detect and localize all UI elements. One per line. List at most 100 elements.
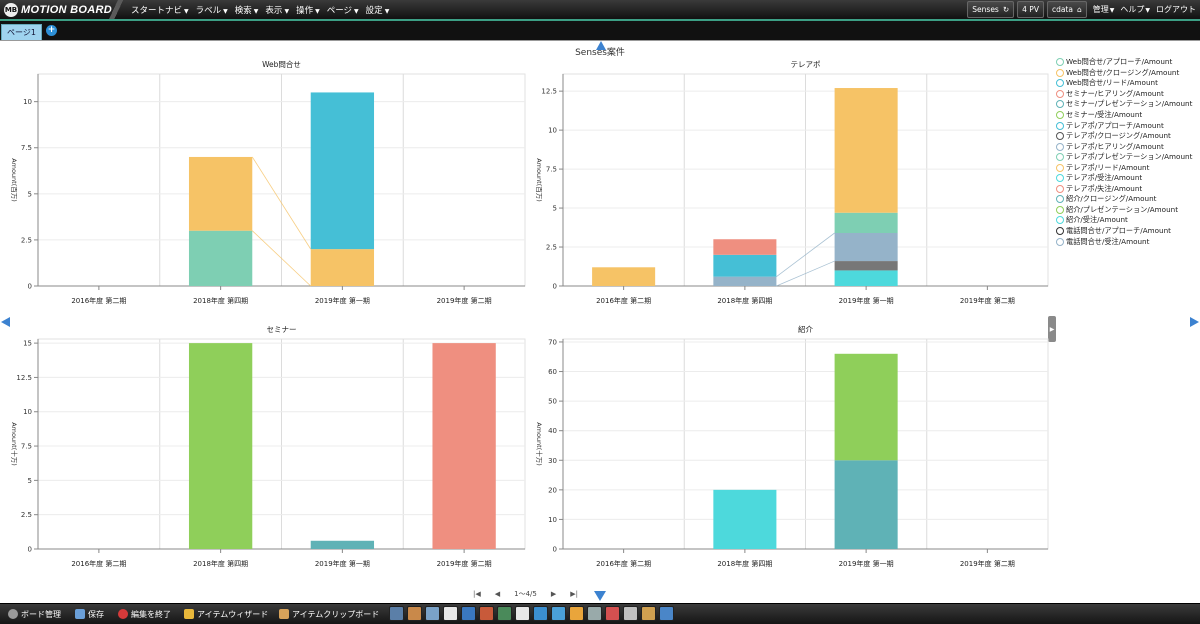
- user-home-button[interactable]: cdata ⌂: [1046, 1, 1087, 18]
- legend-item[interactable]: テレアポ/アプローチ/Amount: [1056, 120, 1192, 131]
- layout-icon[interactable]: [389, 606, 404, 621]
- table-icon[interactable]: [425, 606, 440, 621]
- legend-item[interactable]: セミナー/受注/Amount: [1056, 110, 1192, 121]
- series-connector: [252, 230, 311, 287]
- legend-label: テレアポ/アプローチ/Amount: [1066, 120, 1164, 130]
- info-icon[interactable]: [659, 606, 674, 621]
- legend-item[interactable]: テレアポ/プレゼンテーション/Amount: [1056, 152, 1192, 163]
- bar-icon[interactable]: [587, 606, 602, 621]
- menu-view[interactable]: 表示 ▼: [265, 5, 290, 16]
- menu-start-navi[interactable]: スタートナビ ▼: [131, 5, 189, 16]
- next-page-button[interactable]: ▶: [550, 590, 557, 598]
- legend-collapse-handle[interactable]: ▶: [1048, 316, 1056, 342]
- legend-label: テレアポ/プレゼンテーション/Amount: [1066, 152, 1193, 162]
- legend-label: Web問合せ/クロージング/Amount: [1066, 67, 1180, 77]
- clock-icon[interactable]: [443, 606, 458, 621]
- legend-marker-icon: [1056, 216, 1064, 225]
- x-tick-label: 2019年度 第二期: [960, 296, 1015, 305]
- shapes-icon[interactable]: [605, 606, 620, 621]
- legend-item[interactable]: セミナー/ヒアリング/Amount: [1056, 89, 1192, 100]
- legend-item[interactable]: 紹介/受注/Amount: [1056, 215, 1192, 226]
- end-edit-button[interactable]: 編集を終了: [118, 608, 171, 620]
- y-tick-label: 12.5: [541, 88, 557, 96]
- legend-item[interactable]: テレアポ/受注/Amount: [1056, 173, 1192, 184]
- logout-link[interactable]: ログアウト: [1156, 5, 1196, 14]
- legend-label: テレアポ/ヒアリング/Amount: [1066, 141, 1164, 151]
- scroll-left-arrow-icon[interactable]: [1, 317, 10, 327]
- plus-icon[interactable]: +: [46, 25, 57, 36]
- tab-page-1[interactable]: ページ1: [1, 24, 42, 40]
- scroll-up-arrow-icon[interactable]: [596, 41, 606, 50]
- logo-badge: MB: [4, 2, 18, 17]
- close-icon: [118, 609, 128, 619]
- chart-legend: Web問合せ/アプローチ/Amount Web問合せ/クロージング/Amount W…: [1056, 57, 1192, 247]
- item-wizard-button[interactable]: アイテムウィザード: [184, 608, 268, 620]
- save-button[interactable]: 保存: [75, 608, 104, 620]
- chart-title: Web問合せ: [262, 59, 301, 69]
- legend-item[interactable]: Web問合せ/リード/Amount: [1056, 78, 1192, 89]
- text-icon[interactable]: [515, 606, 530, 621]
- scroll-right-arrow-icon[interactable]: [1190, 317, 1199, 327]
- legend-item[interactable]: テレアポ/リード/Amount: [1056, 162, 1192, 173]
- window-icon[interactable]: [497, 606, 512, 621]
- bar-segment: [432, 343, 496, 549]
- x-tick-label: 2019年度 第二期: [960, 559, 1015, 568]
- bar-segment: [188, 156, 253, 231]
- scroll-down-arrow-icon[interactable]: [594, 591, 606, 601]
- gear-icon: [8, 609, 18, 619]
- legend-label: 紹介/クロージング/Amount: [1066, 194, 1157, 204]
- menu-admin[interactable]: 管理▼: [1092, 5, 1115, 14]
- prev-page-button[interactable]: ◀: [494, 590, 501, 598]
- legend-item[interactable]: 電話問合せ/受注/Amount: [1056, 236, 1192, 247]
- menu-label[interactable]: ラベル ▼: [195, 5, 228, 16]
- legend-marker-icon: [1056, 132, 1064, 141]
- menu-settings[interactable]: 設定 ▼: [365, 5, 390, 16]
- menu-operation[interactable]: 操作 ▼: [296, 5, 320, 16]
- legend-label: テレアポ/リード/Amount: [1066, 162, 1150, 172]
- form-icon[interactable]: [623, 606, 638, 621]
- menu-search[interactable]: 検索 ▼: [234, 5, 259, 16]
- x-tick-label: 2018年度 第四期: [193, 296, 248, 305]
- last-page-button[interactable]: ▶|: [570, 590, 579, 598]
- board-manage-button[interactable]: ボード管理: [8, 608, 61, 620]
- y-tick-label: 5: [553, 205, 557, 213]
- chat-icon[interactable]: [551, 606, 566, 621]
- network-icon[interactable]: [479, 606, 494, 621]
- legend-item[interactable]: 紹介/クロージング/Amount: [1056, 194, 1192, 205]
- item-clipboard-button[interactable]: アイテムクリップボード: [279, 608, 379, 620]
- home-icon: ⌂: [1076, 5, 1082, 14]
- y-tick-label: 30: [548, 457, 557, 465]
- image-icon[interactable]: [461, 606, 476, 621]
- y-tick-label: 15: [23, 340, 32, 348]
- bar-segment: [713, 239, 777, 255]
- y-tick-label: 0: [553, 283, 557, 291]
- legend-item[interactable]: 電話問合せ/アプローチ/Amount: [1056, 226, 1192, 237]
- legend-marker-icon: [1056, 163, 1064, 172]
- calculator-icon[interactable]: [641, 606, 656, 621]
- y-tick-label: 7.5: [21, 443, 32, 451]
- menu-page[interactable]: ページ ▼: [326, 5, 359, 16]
- menu-help[interactable]: ヘルプ▼: [1120, 5, 1150, 14]
- bar-segment: [713, 489, 777, 549]
- y-tick-label: 60: [548, 368, 557, 376]
- legend-item[interactable]: テレアポ/失注/Amount: [1056, 184, 1192, 195]
- folder-icon[interactable]: [569, 606, 584, 621]
- senses-refresh-button[interactable]: Senses ↻: [967, 1, 1015, 18]
- legend-item[interactable]: 紹介/プレゼンテーション/Amount: [1056, 205, 1192, 216]
- legend-item[interactable]: Web問合せ/クロージング/Amount: [1056, 68, 1192, 79]
- series-connector: [776, 232, 835, 277]
- legend-item[interactable]: テレアポ/クロージング/Amount: [1056, 131, 1192, 142]
- first-page-button[interactable]: |◀: [473, 590, 481, 598]
- y-tick-label: 12.5: [16, 374, 32, 382]
- legend-item[interactable]: セミナー/プレゼンテーション/Amount: [1056, 99, 1192, 110]
- legend-label: Web問合せ/アプローチ/Amount: [1066, 57, 1173, 67]
- x-tick-label: 2018年度 第四期: [193, 559, 248, 568]
- bar-segment: [592, 267, 656, 286]
- app-logo[interactable]: MB MOTION BOARD: [4, 2, 112, 17]
- bar-segment: [834, 233, 898, 262]
- pager: |◀ ◀ 1〜4/5 ▶ ▶|: [473, 589, 578, 599]
- chart-icon[interactable]: [407, 606, 422, 621]
- globe-icon[interactable]: [533, 606, 548, 621]
- legend-item[interactable]: Web問合せ/アプローチ/Amount: [1056, 57, 1192, 68]
- legend-item[interactable]: テレアポ/ヒアリング/Amount: [1056, 141, 1192, 152]
